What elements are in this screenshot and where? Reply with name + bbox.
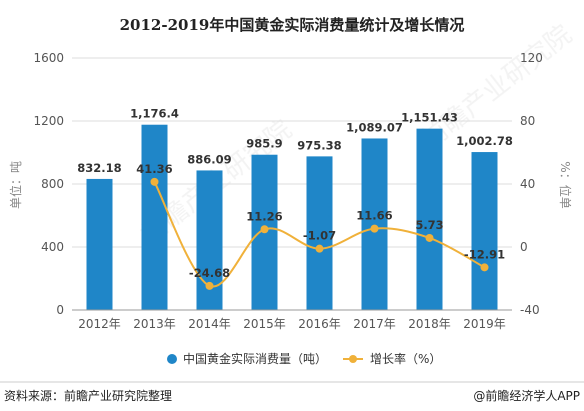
growth-point [315,244,324,253]
bar-value-label: 985.9 [246,137,282,151]
legend-line-label: 增长率（%） [370,351,441,366]
legend: 中国黄金实际消费量（吨） 增长率（%） [167,351,441,366]
bar-value-label: 1,176.4 [130,107,179,121]
y-right-tick-label: 80 [520,114,535,128]
growth-point [480,263,489,272]
y-axis-left-label: 单位：吨 [8,161,23,209]
growth-value-label: 11.26 [246,209,282,223]
y-right-tick-label: 40 [520,177,535,191]
bar [471,152,498,310]
chart-title: 2012-2019年中国黄金实际消费量统计及增长情况 [120,16,465,34]
x-tick-label: 2012年 [78,317,121,331]
x-tick-label: 2013年 [133,317,176,331]
y-axis-left: 0 400 800 1200 1600 [33,51,64,317]
growth-point [425,233,434,242]
growth-point [150,177,159,186]
x-tick-label: 2015年 [243,317,286,331]
y-left-tick-label: 800 [41,177,64,191]
grid [72,57,512,248]
y-left-tick-label: 0 [56,303,64,317]
x-tick-label: 2019年 [463,317,506,331]
growth-value-label: 41.36 [136,162,172,176]
legend-line-dot [349,355,357,363]
growth-value-label: 11.66 [356,209,392,223]
bar [86,178,113,310]
x-tick-label: 2017年 [353,317,396,331]
growth-point [205,281,214,290]
legend-bar-marker [167,354,177,364]
bar-value-label: 1,089.07 [346,120,403,134]
growth-point [370,224,379,233]
y-right-tick-label: 0 [520,240,528,254]
growth-value-label: -12.91 [464,247,505,261]
y-right-tick-label: -40 [520,303,540,317]
bar-series [86,124,498,310]
bar [416,128,443,310]
bar [141,124,168,310]
growth-value-label: -24.68 [189,266,230,280]
footer-brand: @前瞻经济学人APP [473,388,580,403]
bar-value-label: 886.09 [187,152,231,166]
y-axis-right-label: %：位单 [558,161,573,208]
bar-value-label: 975.38 [297,138,341,152]
growth-point [260,225,269,234]
bar [361,138,388,310]
line-series [150,177,489,290]
legend-bar-label: 中国黄金实际消费量（吨） [183,351,327,366]
y-left-tick-label: 1200 [33,114,64,128]
x-tick-label: 2018年 [408,317,451,331]
y-left-tick-label: 1600 [33,51,64,65]
x-tick-label: 2014年 [188,317,231,331]
x-tick-label: 2016年 [298,317,341,331]
bar [306,156,333,310]
bar-value-label: 1,151.43 [401,111,458,125]
y-axis-right: -40 0 40 80 120 [520,51,543,317]
growth-value-label: 5.73 [415,218,443,232]
x-axis: 2012年 2013年 2014年 2015年 2016年 2017年 2018年 2019年 [72,309,512,331]
y-right-tick-label: 120 [520,51,543,65]
footer-source: 资料来源：前瞻产业研究院整理 [4,388,172,403]
bar-value-label: 832.18 [77,161,121,175]
growth-value-label: -1.07 [303,229,336,243]
bar-value-label: 1,002.78 [456,134,513,148]
y-left-tick-label: 400 [41,240,64,254]
